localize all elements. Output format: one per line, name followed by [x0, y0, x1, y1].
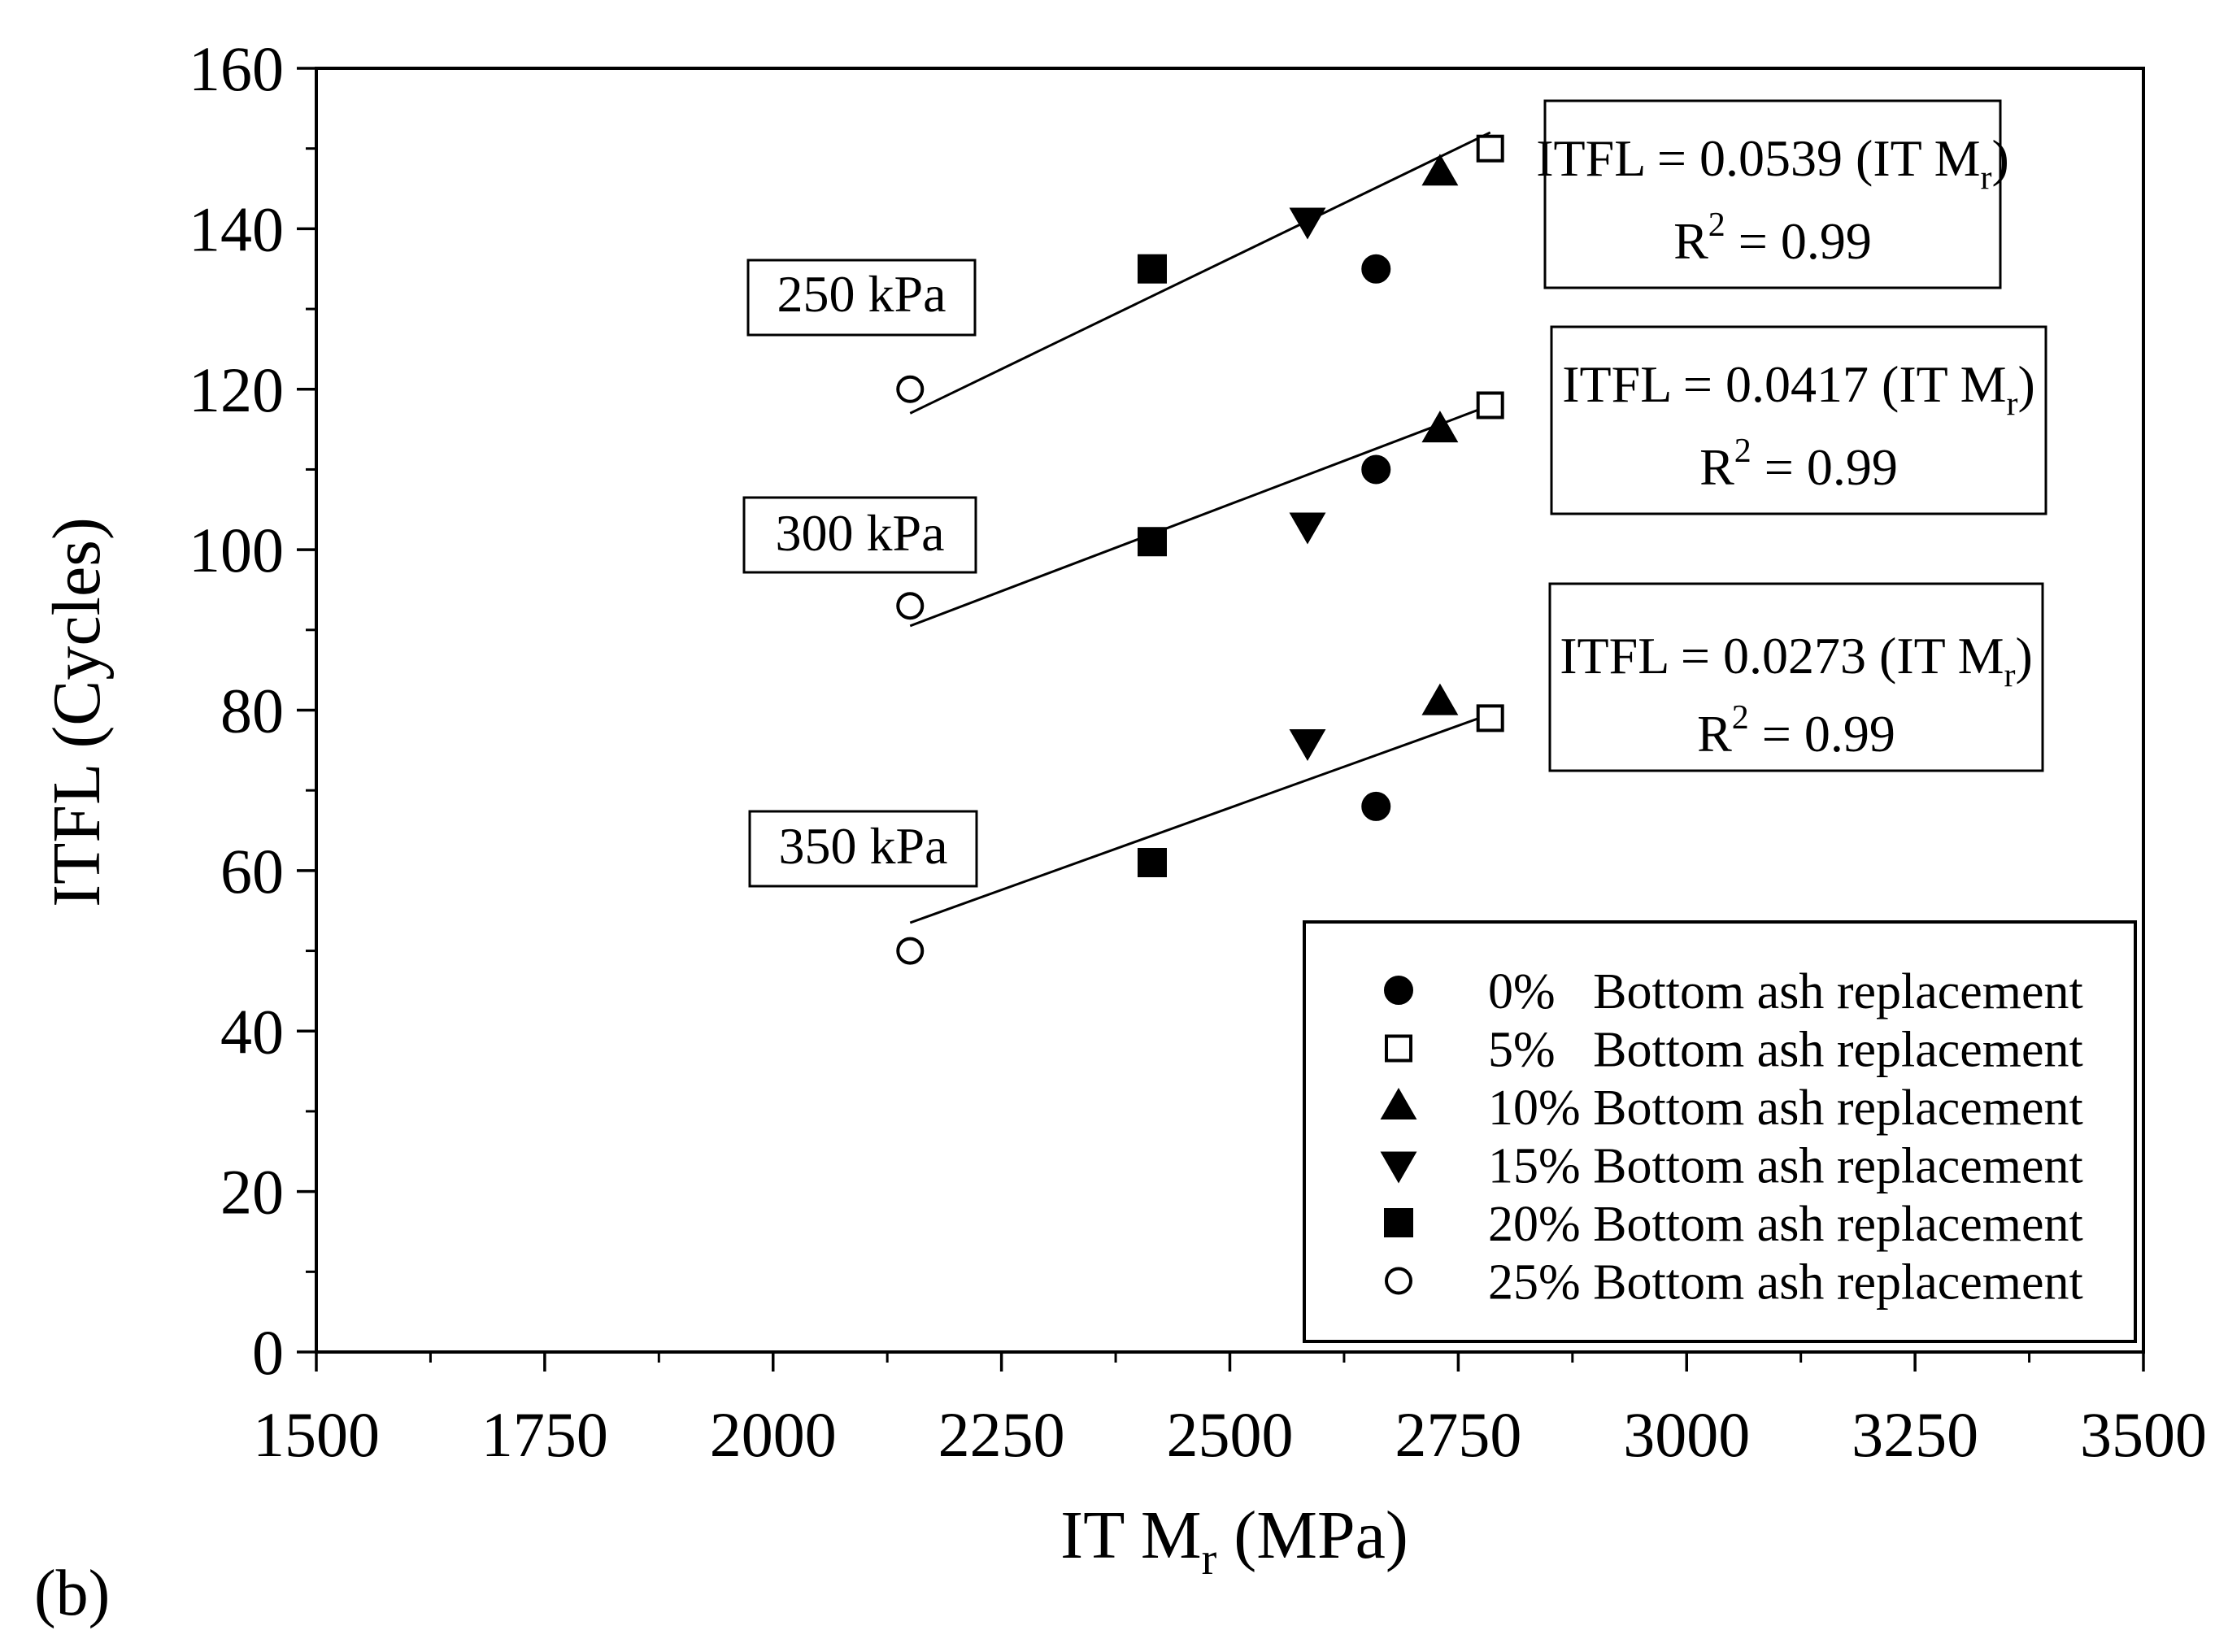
r-squared-main: R [1699, 438, 1734, 496]
equation-box [1550, 325, 2047, 515]
r-squared: R2 = 0.99 [1697, 699, 1895, 763]
legend-entry: 25% Bottom ash replacement [1488, 1255, 2083, 1311]
equation-close: ) [1991, 129, 2008, 187]
pressure-label-box [746, 259, 977, 337]
pressure-label: 250 kPa [777, 265, 946, 323]
data-point [1138, 848, 1168, 878]
r-squared-superscript: 2 [1708, 206, 1725, 244]
r-squared-value: = 0.99 [1725, 212, 1872, 270]
fit-line [909, 131, 1491, 415]
panel-label: (b) [34, 1558, 110, 1629]
legend-marker [1385, 1267, 1412, 1295]
y-axis-label: ITFL (Cycles) [39, 517, 115, 907]
y-tick-label: 20 [220, 1157, 284, 1228]
regression-equation: ITFL = 0.0273 (IT Mr) [1560, 627, 2033, 694]
legend-marker [1384, 976, 1413, 1005]
x-tick-label: 1500 [253, 1399, 380, 1470]
r-squared-superscript: 2 [1734, 433, 1752, 470]
data-point [1289, 512, 1326, 545]
legend-entry: 5% Bottom ash replacement [1488, 1023, 2083, 1078]
r-squared-value: = 0.99 [1749, 705, 1895, 763]
x-tick-label: 3000 [1623, 1399, 1750, 1470]
legend-marker [1385, 1034, 1412, 1063]
legend-entry: 20% Bottom ash replacement [1488, 1197, 2083, 1252]
r-squared-main: R [1673, 212, 1708, 270]
data-point [1476, 391, 1504, 420]
y-tick-label: 140 [189, 193, 284, 264]
regression-equation: ITFL = 0.0539 (IT Mr) [1536, 129, 2009, 197]
equation-main: ITFL = 0.0539 (IT M [1536, 129, 1980, 187]
data-point [1138, 527, 1168, 557]
r-squared-main: R [1697, 705, 1732, 763]
y-tick-label: 100 [189, 515, 284, 585]
r-squared-value: = 0.99 [1752, 438, 1898, 496]
equation-box [1548, 582, 2044, 772]
data-point [1361, 454, 1391, 485]
axes: 1500 1750 2000 2250 2500 2750 3000 3250 3500 0 20 4… [189, 33, 2207, 1470]
equation-subscript: r [2006, 385, 2017, 423]
legend-marker [1380, 1151, 1417, 1184]
equation-main: ITFL = 0.0417 (IT M [1562, 355, 2006, 413]
pressure-label: 350 kPa [779, 817, 948, 875]
data-point [1421, 411, 1459, 443]
pressure-label: 300 kPa [776, 504, 945, 562]
data-point [896, 375, 925, 403]
equation-subscript: r [2004, 657, 2015, 694]
data-point [1289, 728, 1326, 761]
x-tick-label: 2000 [710, 1399, 837, 1470]
x-axis-label-unit: (MPa) [1216, 1498, 1408, 1573]
legend-marker [1384, 1208, 1413, 1237]
x-tick-label: 3250 [1852, 1399, 1978, 1470]
y-tick-label: 0 [252, 1317, 284, 1388]
x-axis-label-subscript: r [1202, 1534, 1217, 1585]
x-tick-label: 2500 [1167, 1399, 1294, 1470]
equation-box [1543, 99, 2002, 289]
y-tick-label: 80 [220, 676, 284, 746]
legend-box [1303, 920, 2137, 1343]
y-tick-label: 120 [189, 354, 284, 425]
equation-subscript: r [1980, 159, 1991, 197]
fit-lines [909, 131, 1491, 924]
legend-marker [1380, 1087, 1417, 1119]
pressure-label-box [748, 810, 978, 888]
y-tick-label: 60 [220, 836, 284, 906]
equation-main: ITFL = 0.0273 (IT M [1560, 627, 2004, 685]
data-point [896, 592, 925, 620]
data-point [1138, 254, 1168, 284]
pressure-label-box [742, 496, 977, 574]
x-axis-label: IT Mr (MPa) [1060, 1498, 1408, 1585]
legend-entry: 0% Bottom ash replacement [1488, 964, 2083, 1019]
x-tick-label: 3500 [2080, 1399, 2207, 1470]
x-tick-label: 1750 [481, 1399, 608, 1470]
x-tick-label: 2250 [938, 1399, 1065, 1470]
fit-line [909, 404, 1491, 628]
data-point [1361, 254, 1391, 284]
y-tick-label: 40 [220, 996, 284, 1067]
data-point [1476, 704, 1504, 733]
legend-entry: 15% Bottom ash replacement [1488, 1139, 2083, 1194]
legend-entry: 10% Bottom ash replacement [1488, 1080, 2083, 1136]
regression-equation: ITFL = 0.0417 (IT Mr) [1562, 355, 2035, 423]
r-squared: R2 = 0.99 [1699, 433, 1898, 496]
x-tick-label: 2750 [1395, 1399, 1521, 1470]
equation-close: ) [2015, 627, 2032, 685]
data-point [1289, 207, 1326, 240]
equation-close: ) [2017, 355, 2034, 413]
y-tick-label: 160 [189, 33, 284, 104]
data-point [1421, 683, 1459, 715]
r-squared: R2 = 0.99 [1673, 206, 1872, 270]
data-point [1361, 791, 1391, 821]
fit-line [909, 713, 1491, 924]
x-axis-label-main: IT M [1060, 1498, 1201, 1573]
data-point [896, 937, 925, 965]
data-point [1476, 134, 1504, 163]
data-point [1421, 154, 1459, 186]
r-squared-superscript: 2 [1732, 699, 1749, 737]
data-points [896, 134, 1504, 965]
